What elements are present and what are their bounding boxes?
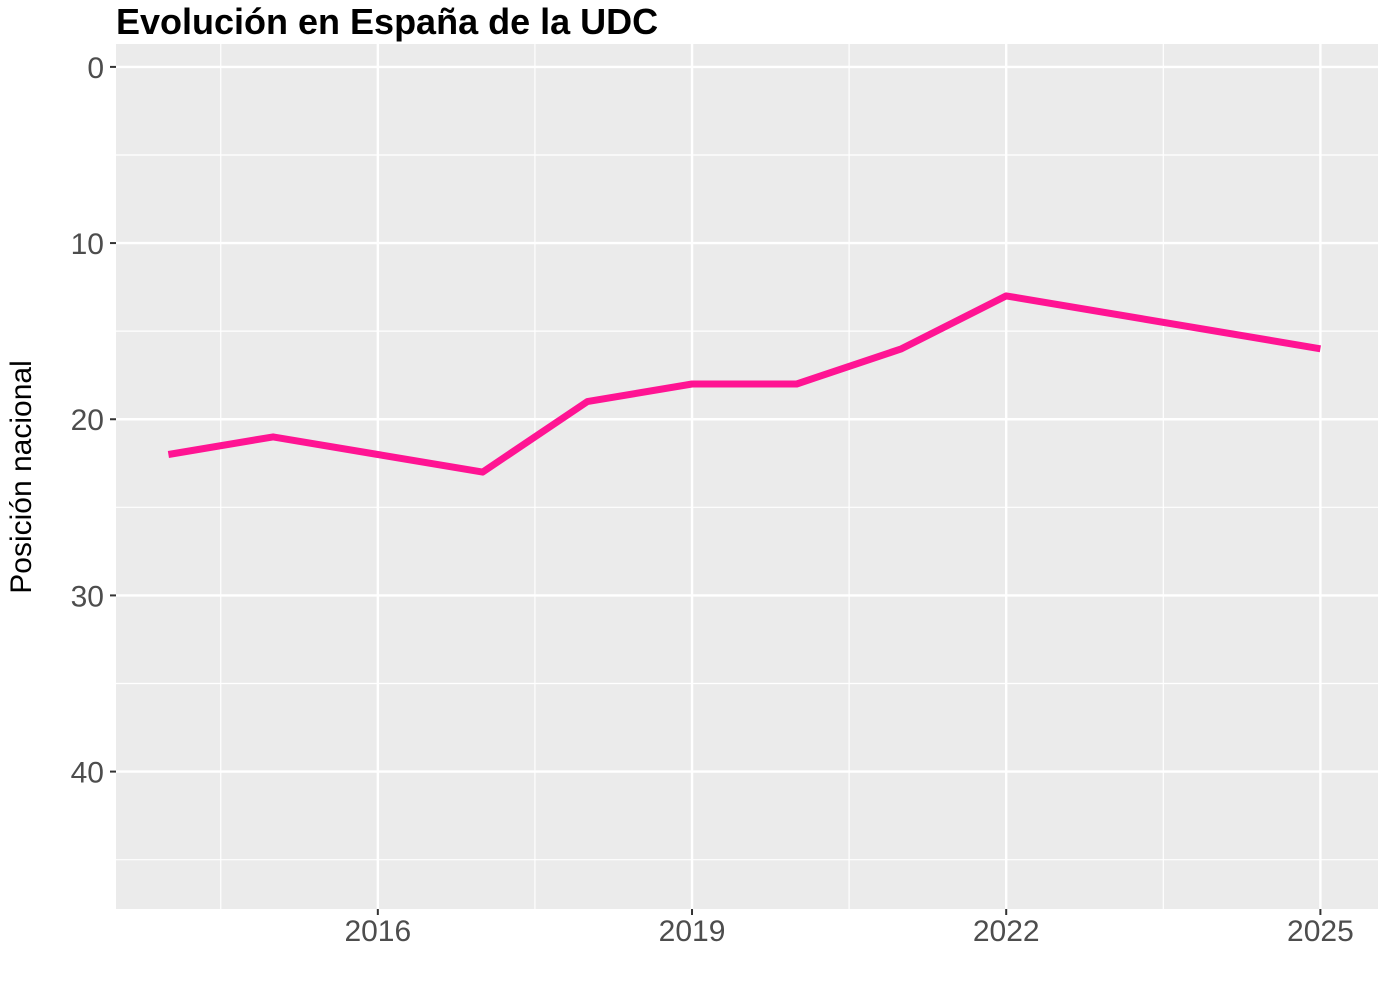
y-tick-label: 40 [71, 757, 104, 790]
series-line-udc [167, 292, 1321, 476]
series-layer [167, 292, 1321, 476]
x-tick-label: 2016 [344, 915, 411, 948]
x-tick-label: 2025 [1287, 915, 1354, 948]
y-axis: 0 10 20 30 40 [71, 52, 116, 790]
y-tick-label: 0 [87, 52, 104, 85]
minor-gridlines [116, 44, 1378, 909]
y-tick-label: 30 [71, 580, 104, 613]
x-tick-label: 2022 [973, 915, 1040, 948]
major-gridlines [116, 44, 1378, 909]
x-axis: 2016 2019 2022 2025 [344, 909, 1354, 948]
x-tick-label: 2019 [659, 915, 726, 948]
y-tick-label: 10 [71, 228, 104, 261]
y-axis-label: Posición nacional [5, 360, 38, 593]
chart-title: Evolución en España de la UDC [116, 1, 658, 42]
y-tick-label: 20 [71, 404, 104, 437]
plot-panel [116, 44, 1378, 909]
